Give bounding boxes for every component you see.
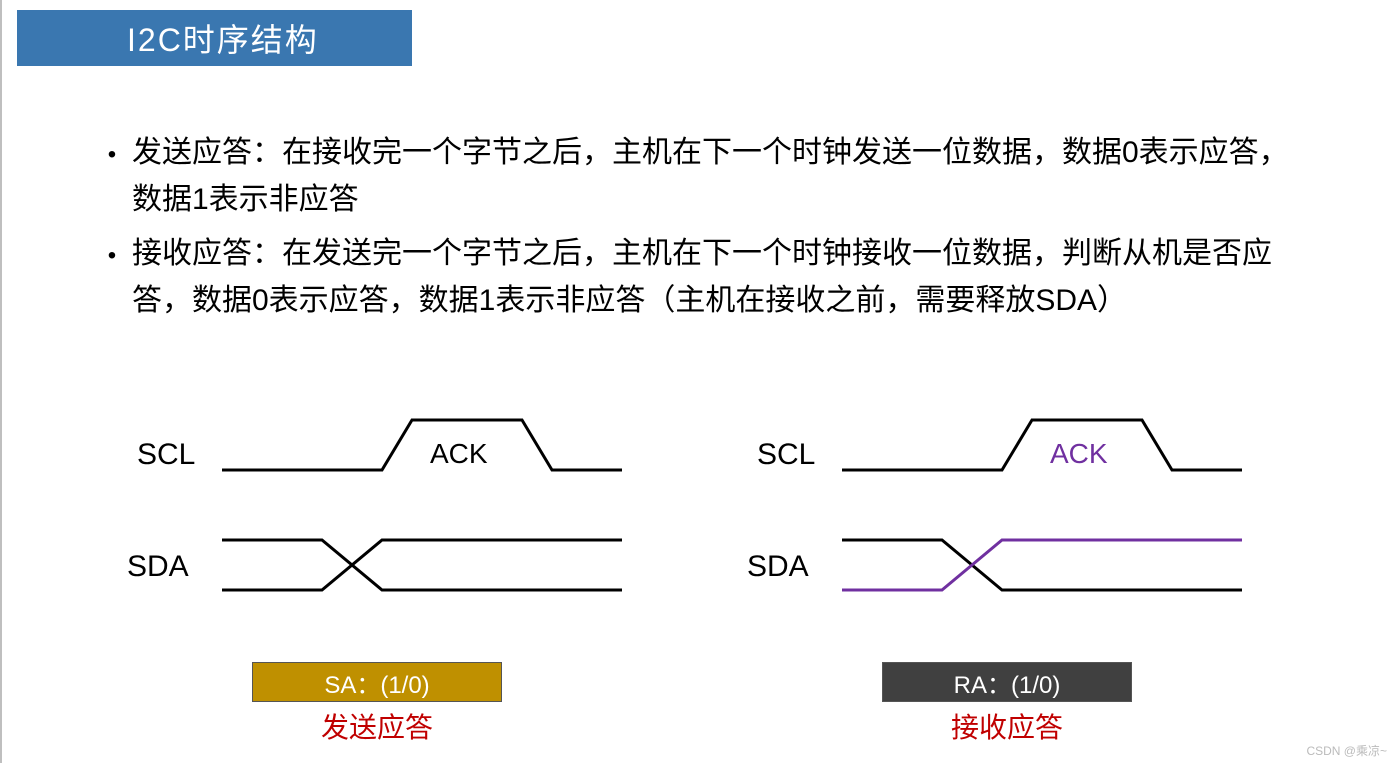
bullet-text: 发送应答：在接收完一个字节之后，主机在下一个时钟发送一位数据，数据0表示应答，数… bbox=[132, 130, 1292, 223]
timing-diagrams: SCL ACK SDA SA：(1/0) 发送应答 SCL ACK SDA RA… bbox=[2, 410, 1397, 760]
right-sda-waveform bbox=[842, 530, 1252, 600]
bullet-text: 接收应答：在发送完一个字节之后，主机在下一个时钟接收一位数据，判断从机是否应答，… bbox=[132, 231, 1292, 324]
right-caption: 接收应答 bbox=[882, 706, 1132, 746]
bullet-dot: • bbox=[92, 231, 132, 324]
right-ack-label: ACK bbox=[1050, 438, 1108, 470]
right-sda-label: SDA bbox=[747, 550, 809, 584]
right-scl-label: SCL bbox=[757, 438, 815, 472]
right-scl-waveform bbox=[842, 410, 1252, 480]
left-scl-waveform bbox=[222, 410, 632, 480]
left-scl-label: SCL bbox=[137, 438, 195, 472]
bullet-item: • 发送应答：在接收完一个字节之后，主机在下一个时钟发送一位数据，数据0表示应答… bbox=[92, 130, 1292, 223]
bullet-list: • 发送应答：在接收完一个字节之后，主机在下一个时钟发送一位数据，数据0表示应答… bbox=[92, 130, 1292, 332]
left-ack-label: ACK bbox=[430, 438, 488, 470]
left-sda-waveform bbox=[222, 530, 632, 600]
right-badge: RA：(1/0) bbox=[882, 662, 1132, 702]
slide-title: I2C时序结构 bbox=[17, 10, 412, 66]
watermark: CSDN @乘凉~ bbox=[1306, 742, 1387, 759]
right-badge-text: RA：(1/0) bbox=[954, 665, 1061, 700]
left-badge-text: SA：(1/0) bbox=[324, 665, 429, 700]
left-sda-label: SDA bbox=[127, 550, 189, 584]
bullet-item: • 接收应答：在发送完一个字节之后，主机在下一个时钟接收一位数据，判断从机是否应… bbox=[92, 231, 1292, 324]
left-caption: 发送应答 bbox=[252, 706, 502, 746]
bullet-dot: • bbox=[92, 130, 132, 223]
left-badge: SA：(1/0) bbox=[252, 662, 502, 702]
